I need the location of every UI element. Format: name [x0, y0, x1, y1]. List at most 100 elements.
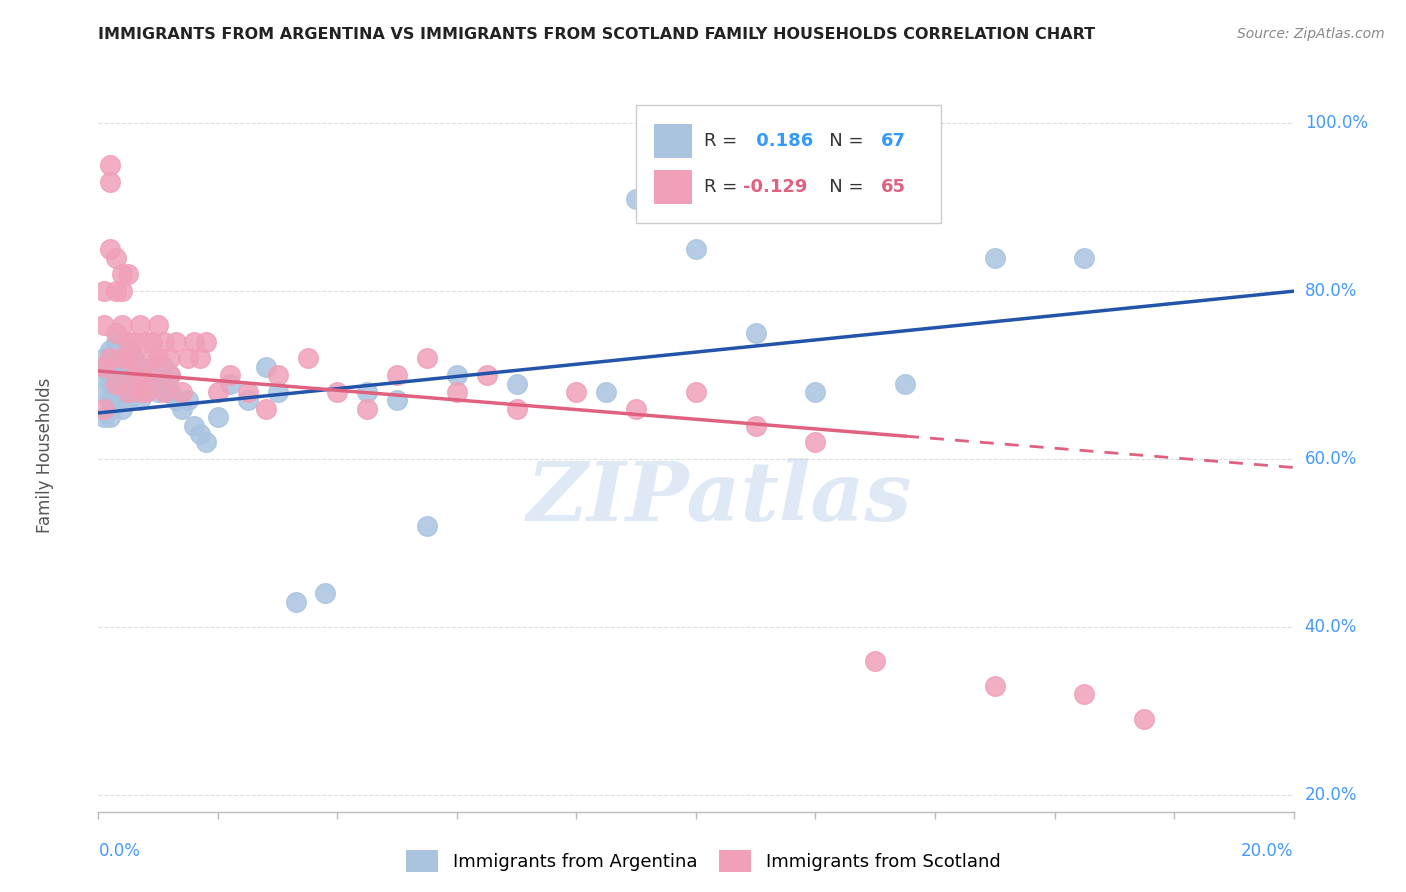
Point [129, 368, 152, 383]
Point [129, 376, 152, 391]
Point [111, 351, 134, 366]
Point [117, 376, 139, 391]
Point [141, 351, 163, 366]
Point [124, 384, 146, 399]
Point [165, 393, 187, 408]
Point [117, 359, 139, 374]
Legend: Immigrants from Argentina, Immigrants from Scotland: Immigrants from Argentina, Immigrants fr… [396, 841, 1010, 881]
Point [172, 384, 194, 399]
Point [93, 384, 115, 399]
Point [267, 368, 290, 383]
Point [983, 679, 1005, 693]
Text: Family Households: Family Households [35, 377, 53, 533]
Point [219, 376, 242, 391]
Point [254, 401, 277, 416]
Point [141, 368, 163, 383]
Point [745, 418, 768, 433]
Point [111, 401, 134, 416]
Text: N =: N = [811, 132, 869, 150]
Point [148, 351, 170, 366]
Point [124, 368, 146, 383]
Point [894, 376, 917, 391]
Point [315, 586, 337, 600]
Point [804, 435, 827, 450]
Point [188, 426, 211, 441]
Point [98, 393, 122, 408]
Point [98, 359, 122, 374]
Point [135, 368, 157, 383]
Point [98, 410, 122, 425]
Point [446, 368, 468, 383]
Text: 20.0%: 20.0% [1305, 786, 1357, 804]
Point [98, 242, 122, 256]
Text: ZIPatlas: ZIPatlas [527, 458, 912, 538]
Point [98, 158, 122, 172]
Point [1073, 687, 1095, 701]
Point [165, 334, 187, 349]
Point [983, 251, 1005, 265]
Point [565, 384, 588, 399]
Point [129, 359, 152, 374]
Point [177, 351, 200, 366]
Point [416, 519, 439, 533]
Point [446, 384, 468, 399]
Point [93, 284, 115, 298]
Point [159, 351, 181, 366]
Point [111, 368, 134, 383]
Point [159, 368, 181, 383]
Point [475, 368, 498, 383]
Point [624, 192, 647, 206]
Text: 0.186: 0.186 [749, 132, 813, 150]
Point [1133, 712, 1156, 726]
Point [685, 384, 707, 399]
Point [93, 351, 115, 366]
Text: N =: N = [811, 178, 869, 196]
Point [105, 251, 128, 265]
Point [326, 384, 349, 399]
Point [159, 368, 181, 383]
Point [506, 401, 529, 416]
Point [111, 384, 134, 399]
Text: Source: ZipAtlas.com: Source: ZipAtlas.com [1237, 27, 1385, 41]
Point [385, 393, 409, 408]
Point [98, 351, 122, 366]
Point [219, 368, 242, 383]
Point [177, 393, 200, 408]
Text: 40.0%: 40.0% [1305, 618, 1357, 636]
Point [159, 384, 181, 399]
Point [148, 318, 170, 332]
Point [141, 334, 163, 349]
Point [111, 351, 134, 366]
Point [93, 410, 115, 425]
Point [129, 384, 152, 399]
Point [267, 384, 290, 399]
Point [207, 410, 229, 425]
Point [135, 334, 157, 349]
Point [254, 359, 277, 374]
FancyBboxPatch shape [654, 170, 692, 204]
Point [141, 359, 163, 374]
Point [624, 401, 647, 416]
Point [129, 393, 152, 408]
Point [129, 318, 152, 332]
Point [124, 351, 146, 366]
Point [804, 384, 827, 399]
Point [685, 242, 707, 256]
Point [111, 359, 134, 374]
Point [98, 368, 122, 383]
Point [506, 376, 529, 391]
Point [172, 401, 194, 416]
Point [135, 384, 157, 399]
Point [117, 334, 139, 349]
Point [153, 334, 176, 349]
Point [284, 595, 307, 609]
Point [105, 376, 128, 391]
Point [194, 334, 218, 349]
Point [385, 368, 409, 383]
Point [416, 351, 439, 366]
Text: 60.0%: 60.0% [1305, 450, 1357, 468]
Point [124, 334, 146, 349]
Point [105, 393, 128, 408]
Point [105, 326, 128, 341]
Point [93, 368, 115, 383]
